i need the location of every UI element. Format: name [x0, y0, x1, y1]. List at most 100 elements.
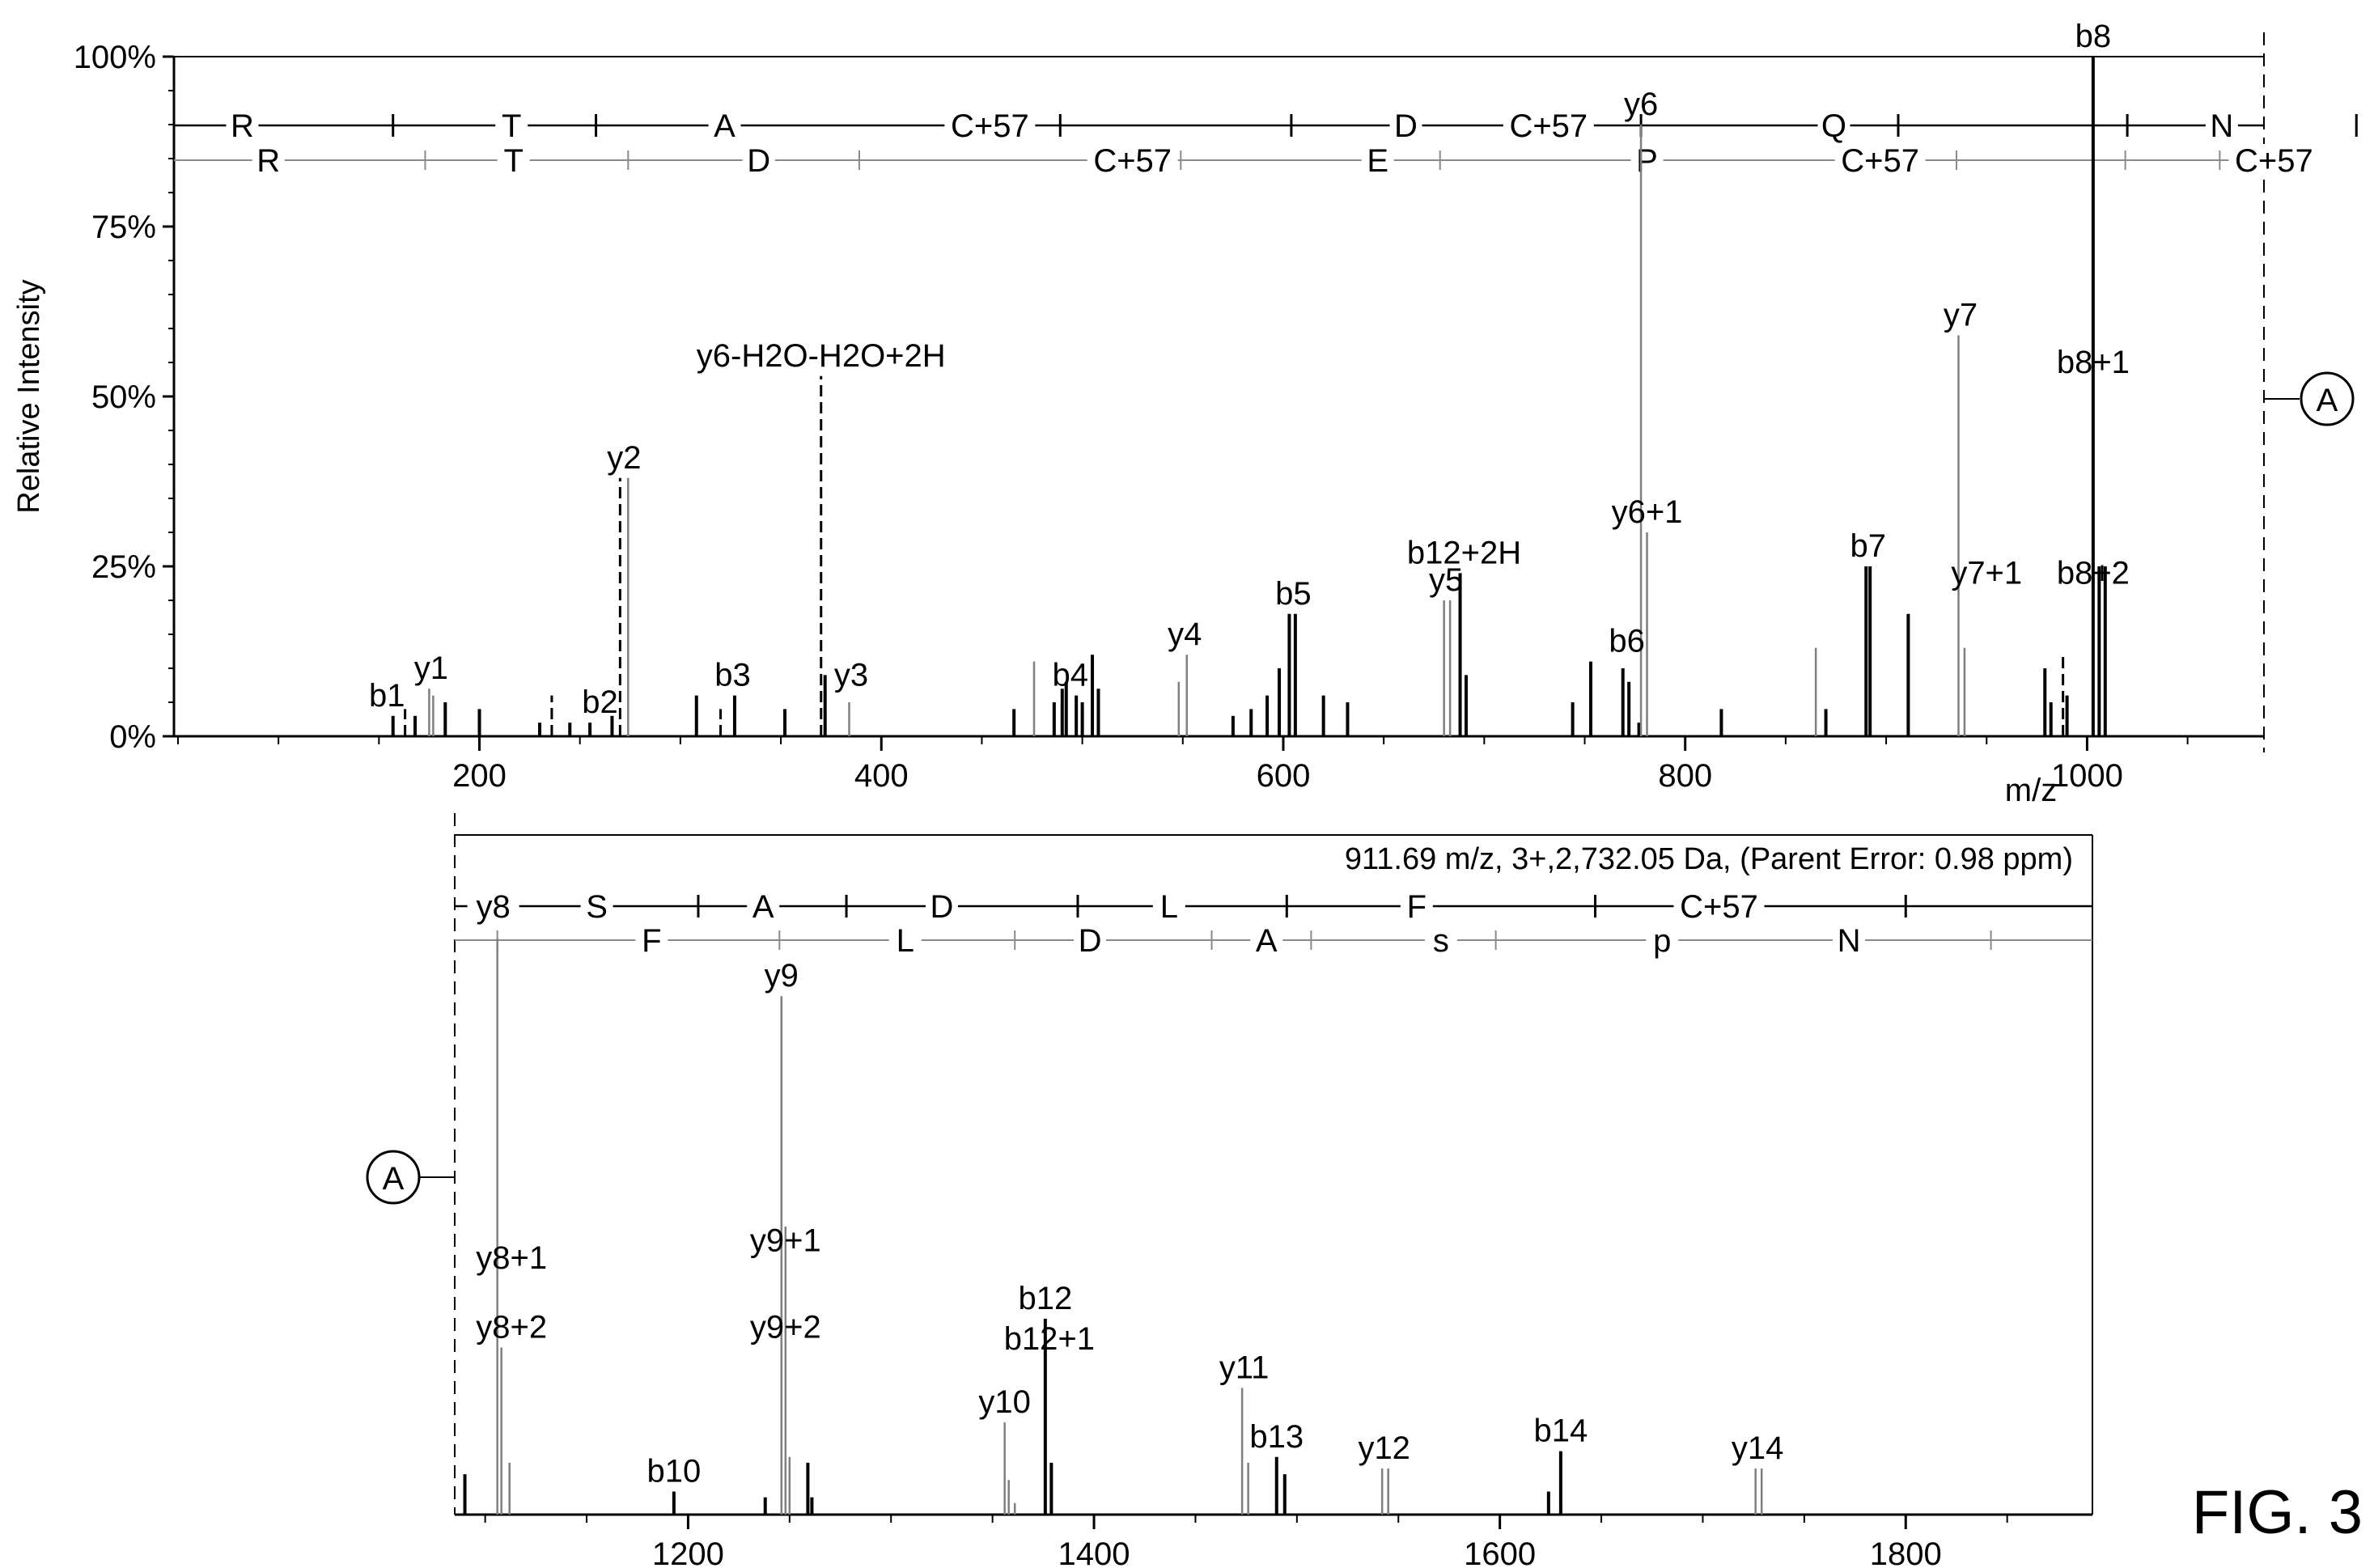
sequence-upper-label-bg: [1152, 890, 1185, 922]
sequence-upper-label-bg: [1400, 890, 1433, 922]
peak-label: y2: [607, 440, 641, 476]
sequence-lower-residue: F: [642, 923, 661, 959]
sequence-upper-residue: C+57: [1509, 108, 1588, 144]
connector-a-top: A: [2264, 371, 2355, 426]
sequence-lower-label-bg: [1630, 144, 1664, 176]
sequence-lower-residue: C+57: [1093, 143, 1172, 179]
sequence-upper-label-bg: [495, 109, 528, 142]
sequence-upper-label-bg: [747, 890, 780, 922]
peak-label: b12+2H: [1407, 535, 1521, 570]
peak-label: b8+2: [2057, 556, 2130, 591]
sequence-upper-residue: Q: [1821, 108, 1846, 144]
sequence-upper-label-bg: [944, 109, 1036, 142]
peak-label: b8+1: [2057, 345, 2130, 380]
peak-label: b12+1: [1004, 1321, 1095, 1357]
peak-label: y4: [1168, 617, 1202, 652]
bottom-panel: 911.69 m/z, 3+,2,732.05 Da, (Parent Erro…: [454, 813, 2093, 1568]
sequence-lower-residue: D: [1079, 923, 1102, 959]
sequence-lower-label-bg: [497, 144, 530, 176]
sequence-lower-residue: E: [1367, 143, 1388, 179]
bottom-peaks: [463, 939, 1763, 1515]
sequence-lower-label-bg: [635, 924, 668, 956]
y-tick-label: 0%: [109, 719, 156, 755]
connector-a-bottom: A: [366, 1150, 455, 1205]
peak-label: b10: [646, 1454, 701, 1490]
sequence-upper-label-bg: [1389, 109, 1422, 142]
y-tick-label: 100%: [74, 40, 156, 75]
x-tick-label: 1000: [2051, 758, 2123, 794]
sequence-upper-residue: N: [2210, 108, 2233, 144]
sequence-lower-label-bg: [1087, 144, 1178, 176]
peak-label: b2: [582, 684, 618, 720]
sequence-lower-label-bg: [742, 144, 775, 176]
x-tick-label: 200: [452, 758, 507, 794]
sequence-lower-residue: R: [256, 143, 280, 179]
top-peaks: [391, 57, 2107, 736]
sequence-lower-residue: p: [1653, 923, 1671, 959]
sequence-lower-label-bg: [888, 924, 922, 956]
sequence-upper-label-bg: [2205, 109, 2238, 142]
peak-label: y5: [1429, 562, 1463, 598]
sequence-upper-residue: C+57: [951, 108, 1029, 144]
peak-label: y12: [1358, 1430, 1410, 1466]
sequence-upper-residue: R: [231, 108, 254, 144]
sequence-upper-residue: A: [714, 108, 736, 144]
peak-label: b8: [2075, 19, 2112, 54]
x-tick-label: 600: [1257, 758, 1311, 794]
connector-a-top-label: A: [2317, 383, 2338, 418]
sequence-upper-residue: D: [1394, 108, 1418, 144]
sequence-lower-label-bg: [1074, 924, 1107, 956]
peak-label: y9+1: [750, 1223, 821, 1259]
x-tick-label: 400: [854, 758, 909, 794]
sequence-upper-residue: C+57: [1680, 889, 1758, 925]
peak-label: y7+1: [1951, 556, 2022, 591]
sequence-upper-label-bg: [708, 109, 741, 142]
peak-label: y7: [1944, 297, 1978, 333]
sequence-upper-label-bg: [1817, 109, 1850, 142]
connector-a-top-circle: [2300, 371, 2355, 426]
top-panel: 0% 25% 50% 75% 100% 200 400 600 800 1000 R T A C+57…: [12, 19, 2358, 808]
x-tick-label: 1400: [1058, 1536, 1130, 1568]
sequence-upper-residue: A: [752, 889, 774, 925]
x-tick-label: 800: [1658, 758, 1712, 794]
peak-label: b14: [1534, 1413, 1588, 1449]
top-x-ticks: 200 400 600 800 1000: [176, 736, 2189, 794]
sequence-upper-residue: S: [586, 889, 608, 925]
sequence-upper-label-bg: [1673, 890, 1765, 922]
sequence-upper-label-bg: [1503, 109, 1594, 142]
x-tick-label: 1600: [1464, 1536, 1536, 1568]
y-tick-label: 25%: [91, 549, 156, 585]
peak-label: y11: [1219, 1350, 1270, 1385]
peak-label: y10: [978, 1384, 1031, 1420]
peak-label: y6-H2O-H2O+2H: [697, 338, 946, 374]
x-tick-label: 1200: [652, 1536, 724, 1568]
sequence-lower-residue: A: [1256, 923, 1278, 959]
connector-a-bottom-label: A: [383, 1161, 405, 1197]
sequence-upper-residue: D: [930, 889, 953, 925]
top-y-ticks: 0% 25% 50% 75% 100%: [74, 40, 174, 755]
peak-label: b6: [1609, 624, 1645, 659]
peak-label: y6: [1624, 87, 1658, 122]
bottom-peak-labels: y8+1 y8+2 y9 y9+1 y9+2 b10 y10 b12 b12+1 y11 b13 y1…: [476, 958, 1783, 1489]
sequence-upper-residue: T: [502, 108, 521, 144]
sequence-lower-label-bg: [252, 144, 285, 176]
sequence-upper-residue: L: [1160, 889, 1178, 925]
peak-label: y14: [1732, 1430, 1784, 1466]
sequence-lower-label-bg: [1834, 144, 1926, 176]
peak-label: y1: [414, 651, 448, 686]
sequence-lower-label-bg: [1361, 144, 1394, 176]
peak-label: y3: [834, 658, 868, 693]
peak-label: y9: [765, 958, 799, 994]
sequence-lower-label-bg: [1424, 924, 1457, 956]
sequence-upper-label-bg: [925, 890, 958, 922]
peak-label: b7: [1850, 528, 1886, 564]
sequence-upper-residue: F: [1407, 889, 1427, 925]
sequence-upper-residue: y8: [477, 889, 511, 925]
sequence-lower-residue: C+57: [1841, 143, 1919, 179]
sequence-lower-label-bg: [1646, 924, 1679, 956]
peak-label: b12: [1018, 1281, 1072, 1316]
sequence-lower-residue: T: [504, 143, 524, 179]
